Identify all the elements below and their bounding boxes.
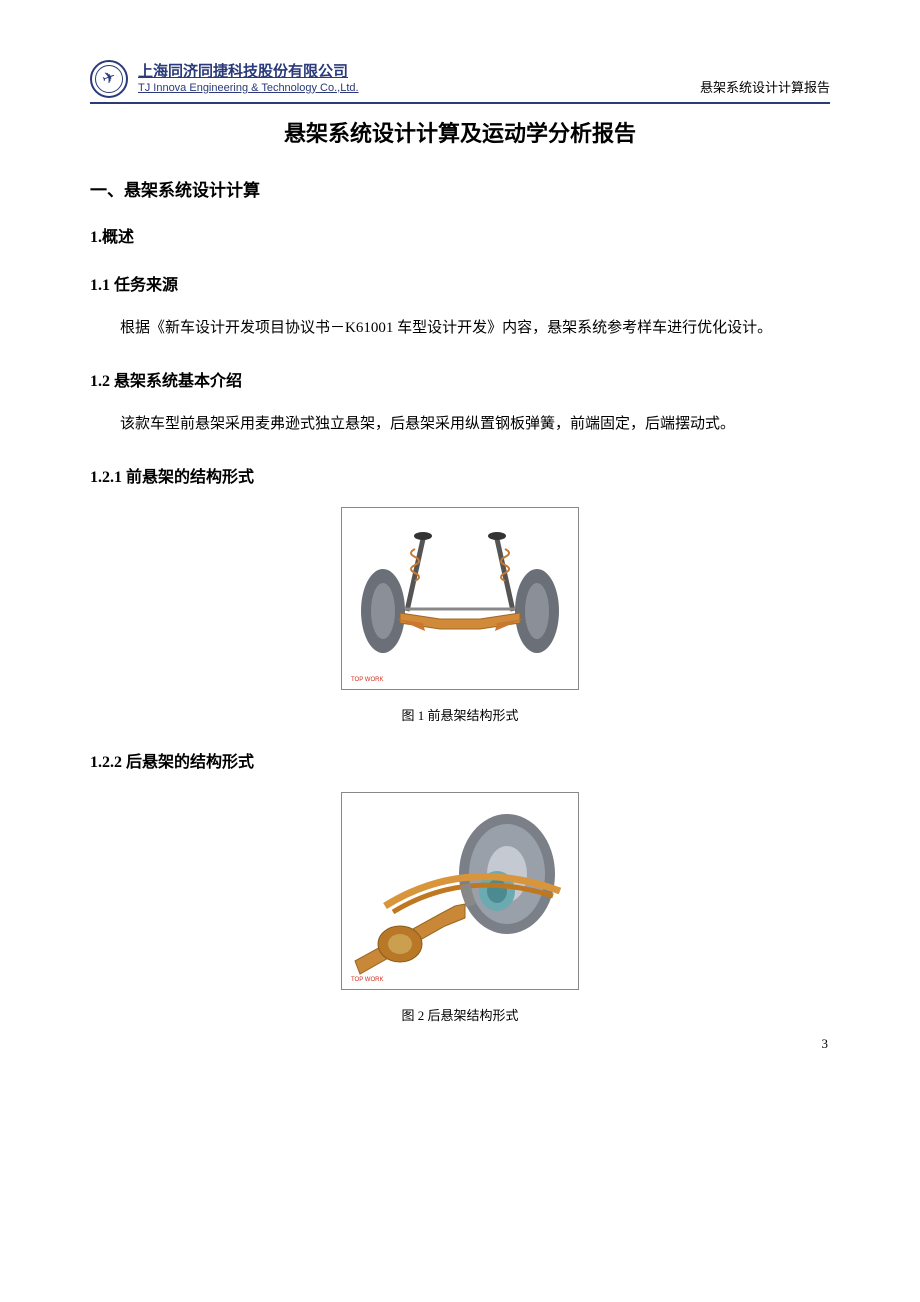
- figure-1-frame: TOP WORK: [341, 507, 579, 690]
- section-1-heading: 一、悬架系统设计计算: [90, 176, 830, 201]
- section-1-1-heading: 1.概述: [90, 223, 830, 247]
- figure-2: TOP WORK 图 2 后悬架结构形式: [90, 792, 830, 1024]
- doc-type-label: 悬架系统设计计算报告: [700, 77, 830, 98]
- figure-1: TOP WORK 图 1 前悬架结构形式: [90, 507, 830, 724]
- company-logo-icon: [90, 60, 128, 98]
- figure-2-frame: TOP WORK: [341, 792, 579, 990]
- company-name-en: TJ Innova Engineering & Technology Co.,L…: [138, 82, 359, 96]
- figure-1-caption: 图 1 前悬架结构形式: [90, 705, 830, 724]
- company-name-cn: 上海同济同捷科技股份有限公司: [138, 63, 359, 82]
- company-block: 上海同济同捷科技股份有限公司 TJ Innova Engineering & T…: [138, 63, 359, 96]
- paragraph-task-source: 根据《新车设计开发项目协议书－K61001 车型设计开发》内容，悬架系统参考样车…: [90, 313, 830, 343]
- section-1-2-2-heading: 1.2.2 后悬架的结构形式: [90, 748, 830, 772]
- page-number: 3: [822, 1036, 829, 1052]
- paragraph-intro: 该款车型前悬架采用麦弗逊式独立悬架，后悬架采用纵置钢板弹簧，前端固定，后端摆动式…: [90, 409, 830, 439]
- figure-1-corner-label: TOP WORK: [351, 677, 383, 683]
- figure-2-caption: 图 2 后悬架结构形式: [90, 1005, 830, 1024]
- section-1-2-heading: 1.2 悬架系统基本介绍: [90, 367, 830, 391]
- section-1-2-1-heading: 1.2.1 前悬架的结构形式: [90, 463, 830, 487]
- header-left: 上海同济同捷科技股份有限公司 TJ Innova Engineering & T…: [90, 60, 359, 98]
- figure-1-image: TOP WORK: [345, 511, 575, 686]
- page-title: 悬架系统设计计算及运动学分析报告: [90, 116, 830, 148]
- figure-2-corner-label: TOP WORK: [351, 977, 383, 983]
- page-header: 上海同济同捷科技股份有限公司 TJ Innova Engineering & T…: [90, 60, 830, 104]
- section-1-1-1-heading: 1.1 任务来源: [90, 271, 830, 295]
- figure-2-image: TOP WORK: [345, 796, 575, 986]
